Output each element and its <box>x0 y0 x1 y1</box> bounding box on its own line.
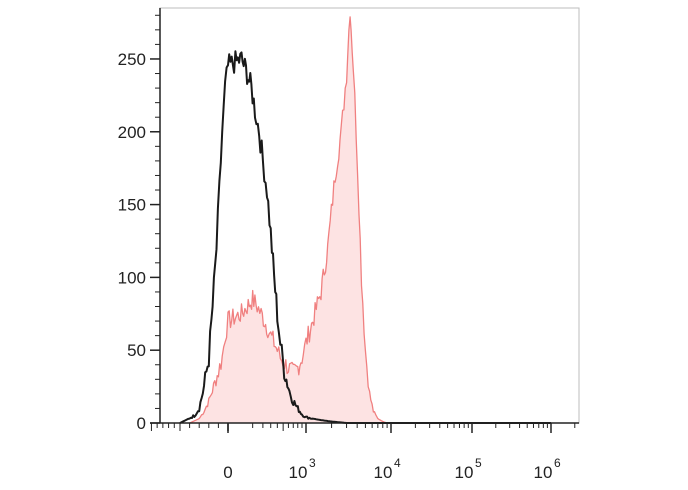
series-layer <box>179 16 551 424</box>
x-tick-label: 10 <box>455 463 474 482</box>
x-tick-exponent: 5 <box>475 456 482 470</box>
y-tick-label: 100 <box>118 268 146 287</box>
axis-layer <box>150 8 579 424</box>
y-tick-label: 50 <box>127 341 146 360</box>
y-axis-ticks: 0 50 100 150 200 250 <box>118 14 160 433</box>
x-tick-label: 10 <box>374 463 393 482</box>
x-tick-label: 10 <box>534 463 553 482</box>
y-tick-label: 250 <box>118 50 146 69</box>
y-tick-label: 0 <box>137 414 146 433</box>
y-tick-label: 150 <box>118 196 146 215</box>
x-axis-ticks: 0 10 3 10 4 10 5 10 6 <box>150 423 576 482</box>
x-tick-exponent: 4 <box>394 456 401 470</box>
x-tick-exponent: 6 <box>554 456 561 470</box>
x-tick-label: 0 <box>223 463 232 482</box>
series-1-area <box>189 16 551 424</box>
x-tick-exponent: 3 <box>309 456 316 470</box>
y-tick-label: 200 <box>118 123 146 142</box>
x-tick-label: 10 <box>289 463 308 482</box>
